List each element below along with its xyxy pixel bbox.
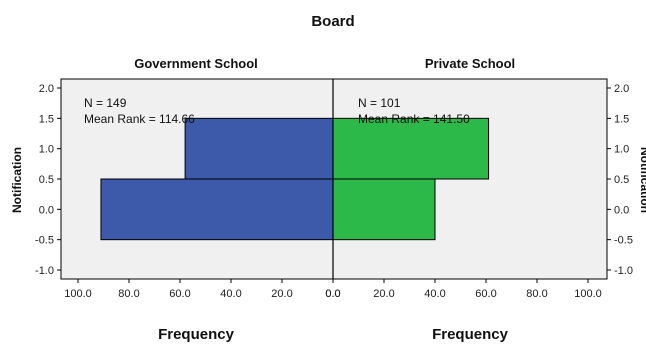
y-tick-label-left: -1.0 [35,265,54,277]
chart-title: Board [311,13,354,30]
y-tick-label-right: -0.5 [614,235,633,247]
x-tick-label-private: 40.0 [424,288,445,300]
y-tick-label-left: -0.5 [35,235,54,247]
y-axis-label-right: Notification [638,147,646,213]
y-tick-label-left: 0.5 [39,174,54,186]
y-tick-label-right: 2.0 [614,83,629,95]
x-tick-label-government: 20.0 [271,288,292,300]
y-tick-label-left: 0.0 [39,204,54,216]
panel-title-government: Government School [134,56,258,71]
y-axis-label-left: Notification [10,147,24,213]
x-tick-label-government: 0.0 [325,288,340,300]
bars-layer [100,117,490,241]
n-label-private: N = 101 [358,96,401,110]
y-tick-label-right: 1.5 [614,113,629,125]
y-tick-label-right: 0.5 [614,174,629,186]
y-tick-label-right: -1.0 [614,265,633,277]
government-bar-1 [184,117,334,180]
x-axis-label-private: Frequency [432,326,509,343]
private-bar-1 [332,117,490,180]
x-tick-label-private: 60.0 [475,288,496,300]
mean-rank-label-private: Mean Rank = 141.50 [358,112,470,126]
private-bar-0 [332,178,436,241]
x-tick-label-government: 60.0 [169,288,190,300]
y-tick-label-right: 0.0 [614,204,629,216]
n-label-government: N = 149 [84,96,127,110]
y-tick-label-right: 1.0 [614,144,629,156]
panel-title-private: Private School [425,56,515,71]
x-tick-label-private: 80.0 [526,288,547,300]
x-axis-label-government: Frequency [158,326,235,343]
axis-layer: 2.0 2.0 1.5 1.5 1.0 1.0 0.5 0.5 0.0 0.0 -0.5 -0.5 -1… [35,79,633,300]
y-tick-label-left: 2.0 [39,83,54,95]
mean-rank-label-government: Mean Rank = 114.66 [84,112,195,126]
y-tick-label-left: 1.0 [39,144,54,156]
x-tick-label-private: 0.0 [325,288,340,300]
x-tick-label-government: 80.0 [118,288,139,300]
x-tick-label-government: 40.0 [220,288,241,300]
x-tick-label-private: 100.0 [574,288,602,300]
y-tick-label-left: 1.5 [39,113,54,125]
x-tick-label-government: 100.0 [64,288,92,300]
x-tick-label-private: 20.0 [373,288,394,300]
government-bar-0 [100,178,334,241]
